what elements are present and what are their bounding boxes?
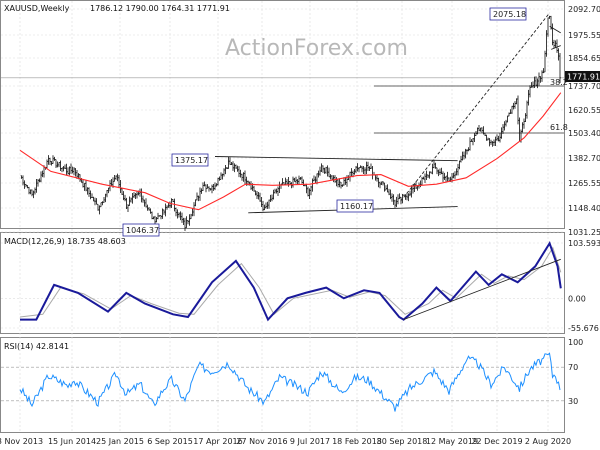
annotation-box-1160 — [336, 199, 374, 213]
macd-tick-label: 0.00 — [568, 294, 586, 303]
ohlc-header: 1786.12 1790.00 1764.31 1771.91 — [90, 4, 230, 13]
price-tick-label: 1737.70 — [568, 82, 600, 91]
x-tick-label: 17 Apr 2016 — [193, 437, 242, 446]
x-tick-label: 27 Nov 2016 — [236, 437, 287, 446]
macd-title: MACD(12,26,9) 18.735 48.603 — [4, 237, 126, 246]
annotation-box-2075 — [489, 7, 527, 21]
price-layer — [20, 15, 561, 231]
macd-panel-frame — [0, 232, 565, 334]
annotation-1046: 1046.37 — [126, 226, 159, 235]
macd-tick-label: 103.593 — [568, 239, 600, 248]
overlays-layer — [19, 12, 562, 214]
sma-line — [19, 92, 562, 211]
annotation-box-1375 — [171, 153, 209, 167]
annotation-2075: 2075.18 — [493, 10, 526, 19]
x-tick-label: 9 Jul 2017 — [290, 437, 330, 446]
price-panel-frame — [0, 0, 565, 229]
x-tick-label: 25 Jan 2015 — [96, 437, 144, 446]
price-tick-label: 1031.25 — [568, 228, 600, 237]
x-tick-label: 30 Sep 2018 — [377, 437, 428, 446]
rsi-tick-label: 100 — [568, 338, 583, 347]
macd-trendline — [403, 258, 561, 321]
annotation-box-1046 — [122, 223, 160, 237]
rsi-tick-label: 70 — [568, 363, 578, 372]
current-price-label: 1771.91 — [567, 73, 600, 82]
x-tick-label: 12 May 2019 — [426, 437, 478, 446]
price-tick-label: 2092.70 — [568, 5, 600, 14]
axes-layer: 3 Nov 2013 15 Jun 2014 25 Jan 2015 6 Sep 20… — [0, 5, 600, 446]
price-trendline — [549, 25, 561, 34]
price-tick-label: 1265.55 — [568, 179, 600, 188]
x-tick-label: 2 Aug 2020 — [525, 437, 571, 446]
price-tick-label: 1148.40 — [568, 204, 600, 213]
price-tick-label: 1382.70 — [568, 154, 600, 163]
price-tick-label: 1975.55 — [568, 31, 600, 40]
fib-label-38: 38.2 — [550, 78, 568, 87]
annotation-1375: 1375.17 — [175, 156, 208, 165]
price-title: XAUUSD,Weekly — [4, 4, 70, 13]
x-tick-label: 15 Jun 2014 — [48, 437, 96, 446]
rsi-line — [19, 352, 561, 412]
price-trendline — [214, 156, 458, 162]
rsi-title: RSI(14) 42.8141 — [4, 342, 69, 351]
rsi-tick-label: 30 — [568, 397, 578, 406]
price-trendline — [551, 45, 561, 50]
price-trendline — [400, 12, 550, 202]
current-price-tag — [565, 71, 600, 82]
indicator-layer — [19, 240, 562, 412]
price-tick-label: 1503.40 — [568, 129, 600, 138]
rsi-panel-frame — [0, 337, 565, 433]
watermark: ActionForex.com — [225, 36, 408, 61]
x-tick-label: 22 Dec 2019 — [471, 437, 522, 446]
x-tick-label: 6 Sep 2015 — [147, 437, 193, 446]
annotation-1160: 1160.17 — [340, 202, 373, 211]
x-tick-label: 3 Nov 2013 — [0, 437, 43, 446]
price-tick-label: 1620.55 — [568, 106, 600, 115]
x-tick-label: 18 Feb 2018 — [332, 437, 382, 446]
fib-label-61: 61.8 — [550, 123, 568, 132]
price-tick-label: 1854.65 — [568, 54, 600, 63]
macd-line — [20, 240, 562, 322]
macd-tick-label: -55.676 — [568, 324, 599, 333]
